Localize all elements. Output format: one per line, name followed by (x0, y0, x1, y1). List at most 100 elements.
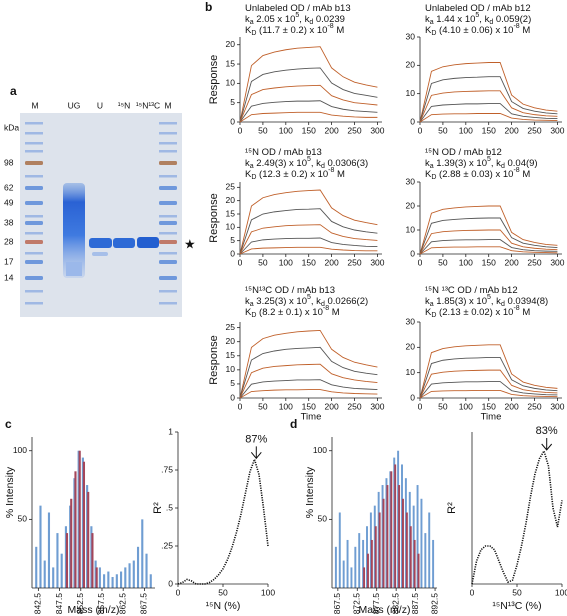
ladder-band (159, 142, 177, 145)
bar (124, 567, 127, 588)
x-tick-label: 50 (438, 401, 448, 411)
bar (367, 553, 369, 588)
title-text: (11.7 ± 0.2) x 10 (256, 25, 327, 36)
x-tick-label: 842.5 (33, 593, 43, 615)
marker-label: 14 (4, 272, 14, 282)
bar (35, 546, 38, 588)
title-line: ¹⁵N OD / mAb b12 (425, 147, 502, 158)
x-tick-label: 200 (505, 401, 519, 411)
x-tick-label: 0 (176, 587, 181, 597)
ladder-band (25, 252, 43, 255)
x-tick-label: 100 (459, 401, 473, 411)
ladder-band (159, 276, 177, 280)
y-tick-label: 15 (226, 208, 236, 218)
ladder-band (159, 132, 177, 135)
bar (350, 567, 353, 588)
trace (239, 379, 378, 399)
y-tick-label: 0 (410, 116, 415, 126)
title-text: Unlabeled OD / mAb b13 (245, 3, 351, 14)
title-text: K (245, 25, 252, 36)
subscript: a (250, 19, 254, 26)
superscript: 5 (295, 12, 299, 19)
bar (103, 574, 106, 588)
title-line: ka 1.44 x 105, kd 0.059(2) (425, 12, 531, 26)
y-tick-label: 15 (226, 350, 236, 360)
trace (239, 346, 378, 399)
bar (78, 450, 81, 588)
title-text: k (245, 296, 250, 307)
trace (419, 357, 558, 399)
title-line: KD (12.3 ± 0.2) x 10-8 M (245, 167, 345, 181)
title-line: ka 3.25(3) x 105, kd 0.0266(2) (245, 294, 368, 308)
title-text: K (425, 25, 432, 36)
y-tick-label: 20 (406, 200, 416, 210)
y-axis-label: Response (208, 55, 220, 105)
bar (346, 539, 349, 588)
lane-label: U (97, 100, 103, 110)
title-line: ka 1.85(3) x 105, kd 0.0394(8) (425, 294, 548, 308)
title-line: KD (4.10 ± 0.06) x 10-8 M (425, 23, 530, 37)
x-tick-label: 857.5 (96, 593, 106, 615)
title-text: M (520, 169, 531, 180)
y-axis-label: % Intensity (304, 466, 316, 518)
bar (107, 571, 110, 588)
marker-label: 17 (4, 256, 14, 266)
bar (370, 539, 373, 588)
x-tick-label: 882.5 (390, 593, 400, 615)
trace (419, 389, 558, 399)
title-text: K (245, 307, 252, 318)
title-text: 0.0266(2) (325, 296, 368, 307)
title-text: (4.10 ± 0.06) x 10 (436, 25, 513, 36)
ladder-band (159, 150, 177, 153)
title-text: 0.0394(8) (505, 296, 548, 307)
y-axis-label: R² (152, 502, 164, 514)
x-tick-label: 50 (438, 125, 448, 135)
bar (342, 560, 345, 588)
bar (428, 512, 431, 588)
title-text: (8.2 ± 0.1) x 10 (256, 307, 322, 318)
bar (405, 512, 408, 588)
ladder-band (159, 161, 177, 165)
title-line: ¹⁵N¹³C OD / mAb b13 (245, 285, 335, 296)
trace (239, 224, 378, 255)
ladder-band (159, 175, 177, 178)
lane-label: M (31, 100, 38, 110)
y-tick-label: 30 (406, 31, 416, 41)
x-tick-label: 250 (347, 257, 361, 267)
trace (419, 381, 558, 399)
x-tick-label: 867.5 (332, 593, 342, 615)
bar (115, 574, 118, 588)
x-tick-label: 100 (279, 401, 293, 411)
x-tick-label: 852.5 (75, 593, 85, 615)
y-tick-label: 0 (168, 578, 173, 588)
title-text: k (425, 14, 430, 25)
ladder-band (159, 122, 177, 125)
bar (358, 533, 361, 588)
title-text: ¹⁵N OD / mAb b13 (245, 147, 322, 158)
x-tick-label: 250 (347, 401, 361, 411)
y-tick-label: 100 (313, 445, 327, 455)
bar (409, 526, 412, 588)
trace (239, 329, 378, 399)
bar (90, 526, 93, 588)
title-text: 3.25(3) x 10 (254, 296, 307, 307)
y-tick-label: 100 (13, 445, 27, 455)
annotation-arrow (250, 446, 262, 460)
x-tick-label: 100 (459, 257, 473, 267)
superscript: 5 (487, 156, 491, 163)
bar (382, 498, 385, 588)
x-tick-label: 150 (482, 401, 496, 411)
subscript: d (309, 19, 313, 26)
bar (394, 464, 397, 588)
ladder-band (25, 175, 43, 178)
y-tick-label: .75 (161, 464, 173, 474)
x-tick-label: 150 (302, 125, 316, 135)
y-tick-label: 20 (226, 195, 236, 205)
x-tick-label: 0 (238, 257, 243, 267)
subscript: a (250, 301, 254, 308)
title-text: 0.0239 (313, 14, 345, 25)
bar (81, 457, 84, 588)
bar (136, 546, 140, 588)
x-tick-label: 862.5 (117, 593, 127, 615)
